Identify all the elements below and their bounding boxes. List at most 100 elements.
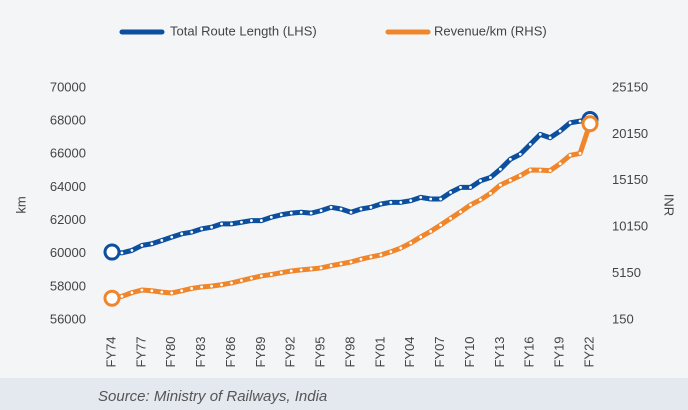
y-tick-label: 60000 [50,245,86,260]
y-tick-label: 62000 [50,212,86,227]
point-marker [250,276,253,280]
x-tick-label: FY13 [492,336,507,367]
point-marker [339,207,343,211]
point-marker [429,229,433,233]
point-marker [508,157,512,161]
point-marker [170,235,174,239]
x-tick-label: FY22 [581,336,596,367]
point-marker [558,129,562,133]
point-marker [319,266,323,270]
point-marker [409,241,413,245]
point-marker [498,183,502,187]
point-marker [548,136,552,140]
point-marker [558,162,562,166]
point-marker [289,211,293,215]
point-marker [329,264,333,268]
point-marker [309,267,313,271]
point-marker [269,273,273,276]
point-marker [369,255,373,259]
point-marker [349,260,353,264]
point-marker [548,169,552,172]
point-marker [359,207,363,211]
y-tick-label: 68000 [50,113,86,128]
point-marker [160,290,164,294]
x-tick-label: FY01 [372,336,387,367]
point-marker [439,223,443,227]
x-tick-label: FY19 [552,336,567,367]
point-marker [259,219,263,222]
point-marker [419,195,423,199]
x-tick-label: FY80 [163,336,178,367]
point-marker [140,244,144,247]
y2-tick-label: 10150 [612,219,648,234]
point-marker [578,152,582,155]
point-marker [120,294,124,298]
legend-label: Total Route Length (LHS) [170,23,317,38]
x-tick-label: FY95 [313,336,328,367]
y-tick-label: 58000 [50,278,86,293]
point-marker [269,215,273,219]
point-marker [299,268,303,272]
point-marker [230,281,233,285]
point-marker [489,176,492,179]
x-tick-label: FY83 [193,336,208,367]
point-marker [200,285,204,289]
x-tick-label: FY98 [342,336,357,367]
point-marker [429,197,433,201]
point-marker [200,227,204,231]
point-marker [369,205,373,209]
point-marker [568,153,572,157]
point-marker [120,251,124,255]
point-marker [359,257,363,261]
point-marker [220,222,223,226]
point-marker [180,289,184,293]
x-tick-label: FY89 [253,336,268,367]
x-tick-label: FY04 [402,336,417,367]
x-tick-label: FY16 [522,336,537,367]
point-marker [259,274,263,278]
y2-tick-label: 15150 [612,172,648,187]
point-marker [528,142,532,146]
x-tick-label: FY86 [223,336,238,367]
point-marker [389,250,393,254]
point-marker [349,210,353,214]
y-tick-label: 70000 [50,79,86,94]
legend-label: Revenue/km (RHS) [434,23,547,38]
point-marker [449,216,452,220]
y2-tick-label: 5150 [612,265,641,280]
y2-tick-label: 150 [612,311,634,326]
point-marker [220,283,223,287]
point-marker [240,279,243,282]
point-marker [399,200,403,204]
point-marker [190,287,194,290]
x-tick-label: FY92 [283,336,298,367]
source: Source: Ministry of Railways, India [98,388,327,405]
footer-band [0,378,688,410]
x-tick-label: FY77 [133,336,148,367]
point-marker [150,242,154,246]
y-axis-label: km [13,196,28,213]
point-marker [289,269,293,273]
point-marker [449,191,452,194]
point-marker [528,168,532,172]
point-marker [250,219,253,222]
point-marker [409,199,413,203]
point-marker [568,121,572,125]
point-marker [459,186,462,189]
point-marker [479,179,482,183]
point-marker [518,174,522,178]
point-marker [140,288,144,292]
point-marker [379,253,383,257]
point-marker [389,200,393,204]
point-marker [518,152,522,156]
point-marker [508,178,512,182]
point-marker [210,284,213,288]
point-marker [319,209,323,213]
y2-tick-label: 25150 [612,79,648,94]
point-marker [399,246,403,250]
point-marker [538,168,542,172]
point-marker [160,239,164,242]
point-marker [309,211,313,215]
point-marker [130,249,134,252]
